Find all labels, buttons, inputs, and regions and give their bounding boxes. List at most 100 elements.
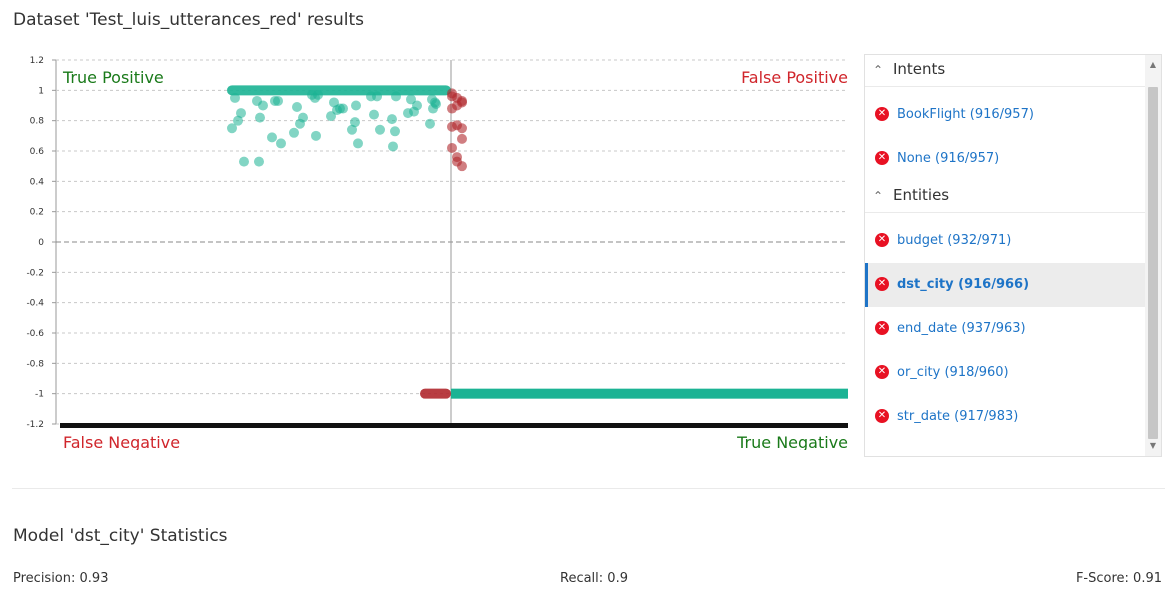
tp-point (388, 141, 398, 152)
fp-point (457, 133, 467, 144)
tp-point (311, 130, 321, 141)
tp-point (425, 118, 435, 129)
tp-point (276, 138, 286, 149)
tp-point (351, 100, 361, 111)
tp-point (255, 112, 265, 123)
y-tick-label: -0.8 (26, 359, 44, 369)
error-x-icon: ✕ (875, 276, 889, 291)
intent-item[interactable]: ✕ BookFlight (916/957) (865, 93, 1145, 137)
label-true-positive: True Positive (62, 68, 164, 87)
tp-point (313, 89, 323, 100)
tp-point (347, 124, 357, 135)
tp-point (353, 138, 363, 149)
recall-stat: Recall: 0.9 (560, 571, 628, 586)
tp-point (375, 124, 385, 135)
intent-items: ✕ BookFlight (916/957) ✕ None (916/957) (865, 93, 1145, 181)
tp-point (350, 117, 360, 128)
y-tick-label: -0.2 (26, 268, 44, 278)
tp-point (227, 123, 237, 134)
error-x-icon: ✕ (875, 408, 889, 423)
tp-point (292, 102, 302, 113)
scroll-up-icon[interactable]: ▲ (1149, 60, 1157, 69)
entity-item[interactable]: ✕ end_date (937/963) (865, 307, 1145, 351)
error-x-icon: ✕ (875, 106, 889, 121)
fp-point (447, 121, 457, 132)
chevron-up-icon: ⌃ (873, 189, 884, 203)
fp-point (447, 142, 457, 153)
y-tick-label: 0.8 (30, 117, 45, 127)
entity-item-label: budget (932/971) (897, 233, 1012, 248)
entities-header-label: Entities (893, 186, 950, 204)
scroll-thumb[interactable] (1148, 87, 1158, 439)
scroll-down-icon[interactable]: ▼ (1149, 441, 1157, 450)
y-tick-label: -0.6 (26, 329, 44, 339)
y-tick-label: -0.4 (26, 299, 44, 309)
y-tick-label: 0.2 (30, 208, 44, 218)
tp-point (391, 91, 401, 102)
entity-item-label: end_date (937/963) (897, 321, 1026, 336)
tp-point (233, 115, 243, 126)
tp-point (267, 132, 277, 143)
error-x-icon: ✕ (875, 320, 889, 335)
label-false-negative: False Negative (63, 433, 180, 450)
tp-point (273, 95, 283, 106)
entity-item[interactable]: ✕ str_date (917/983) (865, 395, 1145, 439)
y-tick-label: 0.4 (30, 177, 45, 187)
tp-point (390, 126, 400, 137)
tp-point (372, 91, 382, 102)
y-tick-label: -1 (35, 390, 44, 400)
intents-entities-panel: ⌃ Intents ✕ BookFlight (916/957) ✕ None (916… (864, 54, 1162, 457)
tp-point (236, 108, 246, 119)
error-x-icon: ✕ (875, 232, 889, 247)
label-false-positive: False Positive (741, 68, 848, 87)
intent-item-label: None (916/957) (897, 151, 1000, 166)
entity-item-label: or_city (918/960) (897, 365, 1009, 380)
tn-band (451, 388, 848, 399)
precision-stat: Precision: 0.93 (13, 571, 109, 586)
entity-item-label: dst_city (916/966) (897, 277, 1030, 292)
tp-point (369, 109, 379, 120)
intent-item[interactable]: ✕ None (916/957) (865, 137, 1145, 181)
fn-band (420, 388, 451, 399)
y-tick-label: 0.6 (30, 147, 45, 157)
fp-point (447, 103, 457, 114)
intents-header-label: Intents (893, 60, 946, 78)
x-axis-bar (60, 423, 848, 428)
intent-item-label: BookFlight (916/957) (897, 107, 1034, 122)
y-tick-label: -1.2 (26, 420, 44, 430)
error-x-icon: ✕ (875, 364, 889, 379)
fp-point (457, 95, 467, 106)
entity-item[interactable]: ✕ or_city (918/960) (865, 351, 1145, 395)
panel-scrollbar[interactable]: ▲ ▼ (1145, 55, 1161, 456)
error-x-icon: ✕ (875, 150, 889, 165)
chevron-up-icon: ⌃ (873, 63, 884, 77)
fp-point (457, 123, 467, 134)
entity-item-label: str_date (917/983) (897, 409, 1019, 424)
tp-point (258, 100, 268, 111)
intents-header[interactable]: ⌃ Intents (865, 55, 1145, 87)
section-divider (12, 488, 1165, 489)
entity-item[interactable]: ✕ dst_city (916/966) (865, 263, 1145, 307)
y-tick-label: 1 (38, 86, 44, 96)
tp-point (239, 156, 249, 167)
tp-point (230, 92, 240, 103)
tp-point (338, 103, 348, 114)
tp-point (254, 156, 264, 167)
entity-item[interactable]: ✕ budget (932/971) (865, 219, 1145, 263)
y-tick-label: 1.2 (30, 56, 44, 66)
entity-items: ✕ budget (932/971) ✕ dst_city (916/966) ✕ end… (865, 219, 1145, 439)
y-tick-label: 0 (38, 238, 44, 248)
fp-point (452, 156, 462, 167)
results-scatter-chart: 1.210.80.60.40.20-0.2-0.4-0.6-0.8-1-1.2 … (26, 56, 848, 450)
fscore-stat: F-Score: 0.91 (1075, 571, 1162, 586)
label-true-negative: True Negative (736, 433, 848, 450)
tp-point (387, 114, 397, 125)
tp-point (430, 97, 440, 108)
panel-list: ⌃ Intents ✕ BookFlight (916/957) ✕ None (916… (865, 55, 1145, 456)
entities-header[interactable]: ⌃ Entities (865, 181, 1145, 213)
tp-point (412, 100, 422, 111)
page-title: Dataset 'Test_luis_utterances_red' resul… (13, 10, 365, 30)
fp-point (447, 91, 457, 102)
stats-title: Model 'dst_city' Statistics (13, 526, 228, 546)
tp-point (298, 112, 308, 123)
